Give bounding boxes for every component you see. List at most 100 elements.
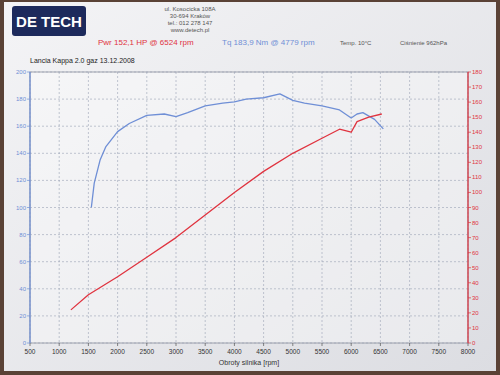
y-axis bbox=[29, 72, 30, 343]
y2-tick-label: 60 bbox=[472, 250, 479, 256]
x-tick-label: 500 bbox=[25, 348, 36, 355]
x-tick-label: 5000 bbox=[286, 348, 301, 355]
y2-tick-label: 160 bbox=[472, 99, 483, 105]
y-tick-label: 20 bbox=[19, 313, 26, 319]
y2-tick-label: 20 bbox=[472, 310, 479, 316]
temperature-note: Temp. 10°C bbox=[340, 40, 372, 46]
x-tick-label: 1000 bbox=[52, 348, 67, 355]
x-tick bbox=[438, 343, 439, 346]
x-tick-label: 2500 bbox=[140, 348, 155, 355]
y-tick-label: 200 bbox=[16, 69, 27, 75]
y2-tick-label: 100 bbox=[472, 189, 483, 195]
x-tick bbox=[322, 343, 323, 346]
y2-tick-label: 90 bbox=[472, 205, 479, 211]
y2-tick-label: 40 bbox=[472, 280, 479, 286]
power-note: Pwr 152,1 HP @ 6524 rpm bbox=[98, 38, 194, 47]
y2-tick-label: 80 bbox=[472, 220, 479, 226]
y-tick-label: 0 bbox=[23, 340, 27, 346]
y-grid bbox=[30, 234, 468, 235]
x-tick-label: 7000 bbox=[402, 348, 417, 355]
y-grid bbox=[30, 315, 468, 316]
y2-tick-label: 110 bbox=[472, 174, 482, 180]
y-tick-label: 100 bbox=[16, 205, 27, 211]
y-tick-label: 80 bbox=[19, 232, 26, 238]
y-grid bbox=[30, 180, 468, 181]
series-group bbox=[71, 94, 383, 310]
y-grid bbox=[30, 153, 468, 154]
x-tick bbox=[205, 343, 206, 346]
x-tick-label: 6000 bbox=[344, 348, 359, 355]
x-grid bbox=[205, 72, 206, 343]
x-tick-label: 2000 bbox=[110, 348, 125, 355]
x-tick bbox=[351, 343, 352, 346]
address-line: www.detech.pl bbox=[170, 27, 210, 33]
x-tick bbox=[176, 343, 177, 346]
logo: DE TECH bbox=[12, 6, 86, 36]
title: Lancia Kappa 2.0 gaz 13.12.2008 bbox=[30, 57, 135, 65]
x-tick-label: 3500 bbox=[198, 348, 213, 355]
address-line: tel.: 012 278 147 bbox=[168, 20, 213, 26]
x-tick bbox=[468, 343, 469, 346]
x-tick-label: 5500 bbox=[315, 348, 330, 355]
plot-frame bbox=[30, 72, 468, 343]
x-grid bbox=[30, 72, 31, 343]
x-tick bbox=[380, 343, 381, 346]
x-tick bbox=[146, 343, 147, 346]
x-tick-label: 8000 bbox=[461, 348, 476, 355]
x-grid bbox=[117, 72, 118, 343]
y2-tick-label: 10 bbox=[472, 325, 479, 331]
pressure-note: Ciśnienie 962hPa bbox=[400, 40, 448, 46]
x-tick bbox=[292, 343, 293, 346]
y-grid bbox=[30, 288, 468, 289]
torque-note: Tq 183,9 Nm @ 4779 rpm bbox=[222, 38, 315, 47]
y-tick-label: 40 bbox=[19, 286, 26, 292]
y2-tick-label: 170 bbox=[472, 84, 483, 90]
x-grid bbox=[88, 72, 89, 343]
x-tick-label: 3000 bbox=[169, 348, 184, 355]
y2-tick-label: 70 bbox=[472, 235, 479, 241]
x-tick bbox=[263, 343, 264, 346]
x-tick bbox=[234, 343, 235, 346]
x-tick-label: 4000 bbox=[227, 348, 242, 355]
x-grid bbox=[380, 72, 381, 343]
x-tick bbox=[59, 343, 60, 346]
x-tick-label: 4500 bbox=[256, 348, 271, 355]
y-grid bbox=[30, 126, 468, 127]
x-axis-label: Obroty silnika [rpm] bbox=[219, 359, 279, 367]
x-grid bbox=[468, 72, 469, 343]
y-tick-label: 160 bbox=[16, 123, 27, 129]
paper bbox=[4, 2, 496, 371]
chart: DE TECH ul. Kosocicka 108A30-694 Krakówte… bbox=[0, 0, 500, 375]
y2-tick-label: 120 bbox=[472, 159, 483, 165]
x-tick-label: 1500 bbox=[81, 348, 96, 355]
y-tick-label: 140 bbox=[16, 150, 27, 156]
y2-tick-label: 0 bbox=[472, 340, 476, 346]
x-tick bbox=[30, 343, 31, 346]
y-grid bbox=[30, 207, 468, 208]
y-tick-label: 60 bbox=[19, 259, 26, 265]
y-grid bbox=[30, 343, 468, 344]
x-tick bbox=[117, 343, 118, 346]
logo-text: DE TECH bbox=[16, 13, 82, 30]
x-tick-label: 6500 bbox=[373, 348, 388, 355]
y2-tick-label: 50 bbox=[472, 265, 479, 271]
y-grid bbox=[30, 72, 468, 73]
x-tick bbox=[88, 343, 89, 346]
y-grid bbox=[30, 261, 468, 262]
address-line: 30-694 Kraków bbox=[170, 13, 211, 19]
series-line bbox=[71, 114, 382, 310]
address-line: ul. Kosocicka 108A bbox=[164, 6, 215, 12]
y2-tick-label: 140 bbox=[472, 129, 483, 135]
x-grid bbox=[409, 72, 410, 343]
logo-box bbox=[12, 6, 86, 36]
y-tick-label: 120 bbox=[16, 177, 27, 183]
x-tick-label: 7500 bbox=[432, 348, 447, 355]
x-tick bbox=[409, 343, 410, 346]
grid bbox=[30, 72, 468, 343]
y-tick-label: 180 bbox=[16, 96, 27, 102]
y2-axis bbox=[467, 72, 468, 343]
y2-tick-label: 130 bbox=[472, 144, 483, 150]
y2-tick-label: 30 bbox=[472, 295, 479, 301]
y2-tick-label: 150 bbox=[472, 114, 483, 120]
y2-tick-label: 180 bbox=[472, 69, 483, 75]
